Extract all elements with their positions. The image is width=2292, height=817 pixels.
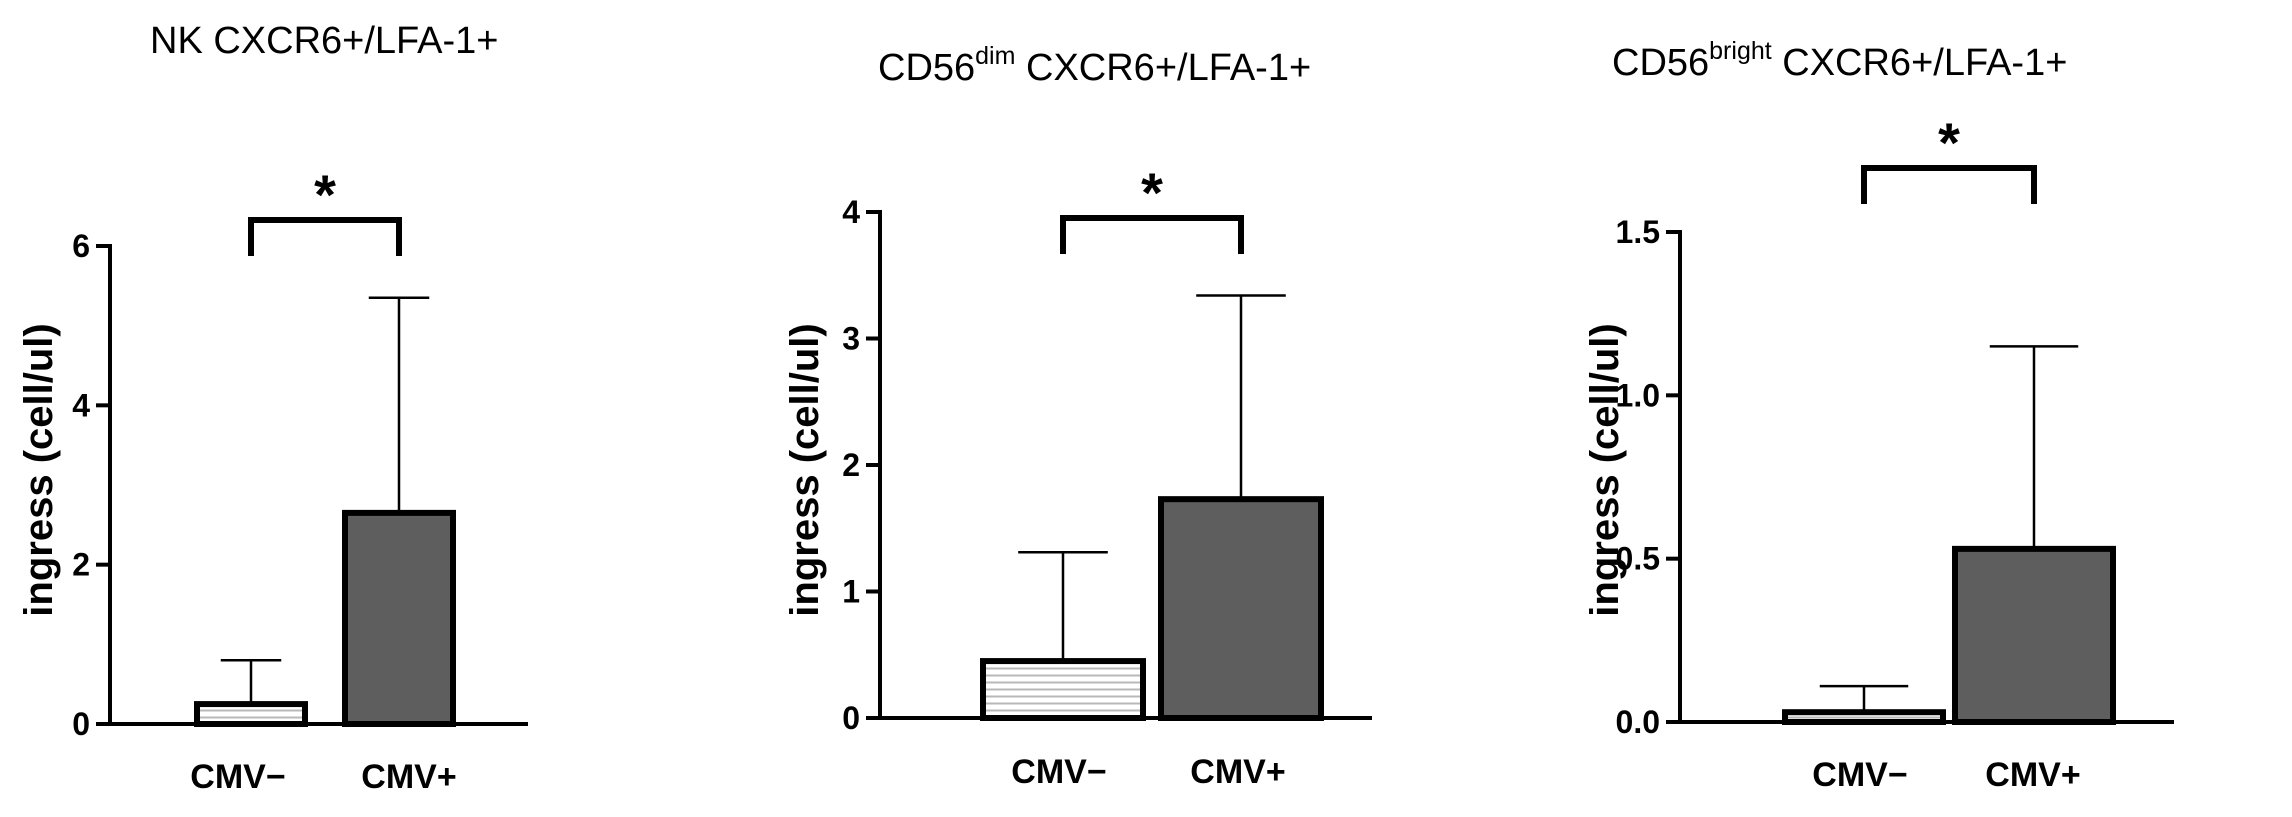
panel-2-significance-bracket — [1060, 215, 1244, 254]
panel-2-category-label-2: CMV+ — [1190, 753, 1285, 791]
panel-3-y-axis-label: ingress (cell/ul) — [1583, 323, 1627, 616]
panel-2-y-tick-label-4: 4 — [842, 194, 860, 230]
panel-2-title-base: CD56 — [878, 47, 975, 89]
panel-2-bar-1 — [980, 658, 1146, 722]
panel-1-category-label-1: CMV− — [190, 758, 285, 796]
panel-3-y-tick-label-3: 1.5 — [1616, 214, 1660, 250]
panel-3-bar-2 — [1952, 545, 2116, 725]
panel-3: CD56bright CXCR6+/LFA-1+ ingress (cell/u… — [1583, 37, 2067, 617]
panel-1: NK CXCR6+/LFA-1+ ingress (cell/ul) — [17, 20, 498, 617]
panel-3-category-label-1: CMV− — [1812, 756, 1907, 794]
panel-3-significance-star: * — [1938, 111, 1960, 174]
panel-3-title-rest: CXCR6+/LFA-1+ — [1772, 42, 2068, 84]
panel-2-title: CD56dim CXCR6+/LFA-1+ — [878, 42, 1311, 89]
panel-3-title-superscript: bright — [1709, 37, 1772, 65]
panel-2-bar-2 — [1158, 496, 1324, 721]
panel-1-y-tick-label-1: 2 — [72, 547, 90, 583]
panel-1-significance-bracket — [248, 217, 402, 256]
panel-1-y-tick-label-3: 6 — [72, 228, 90, 264]
panel-2-title-rest: CXCR6+/LFA-1+ — [1015, 47, 1311, 89]
panel-3-y-tick-label-1: 0.5 — [1616, 541, 1660, 577]
panel-1-bar-2 — [342, 509, 456, 728]
panel-2: CD56dim CXCR6+/LFA-1+ ingress (cell/ul) — [783, 42, 1311, 617]
panel-2-y-tick-label-3: 3 — [842, 321, 860, 357]
panel-3-category-label-2: CMV+ — [1985, 756, 2080, 794]
panel-2-y-tick-label-2: 2 — [842, 447, 860, 483]
panel-1-category-label-2: CMV+ — [361, 758, 456, 796]
panel-2-title-superscript: dim — [975, 42, 1015, 70]
panel-3-title-base: CD56 — [1612, 42, 1709, 84]
panel-3-y-tick-label-2: 1.0 — [1616, 377, 1660, 413]
panel-1-y-tick-label-2: 4 — [72, 387, 90, 423]
panel-3-y-tick-label-0: 0.0 — [1616, 704, 1660, 740]
panel-2-y-axis-label: ingress (cell/ul) — [783, 323, 827, 616]
panel-2-significance-star: * — [1141, 161, 1163, 224]
panel-3-title: CD56bright CXCR6+/LFA-1+ — [1612, 37, 2067, 84]
panel-2-y-tick-label-0: 0 — [842, 700, 860, 736]
panel-1-bar-1 — [194, 701, 308, 727]
panel-3-bar-1 — [1782, 709, 1946, 726]
panel-1-significance-star: * — [314, 163, 336, 226]
panel-2-y-tick-label-1: 1 — [842, 574, 860, 610]
panel-1-title: NK CXCR6+/LFA-1+ — [150, 20, 498, 62]
panel-3-significance-bracket — [1861, 165, 2037, 204]
panel-2-category-label-1: CMV− — [1011, 753, 1106, 791]
panel-1-y-tick-label-0: 0 — [72, 706, 90, 742]
panel-1-y-axis-label: ingress (cell/ul) — [17, 323, 61, 616]
